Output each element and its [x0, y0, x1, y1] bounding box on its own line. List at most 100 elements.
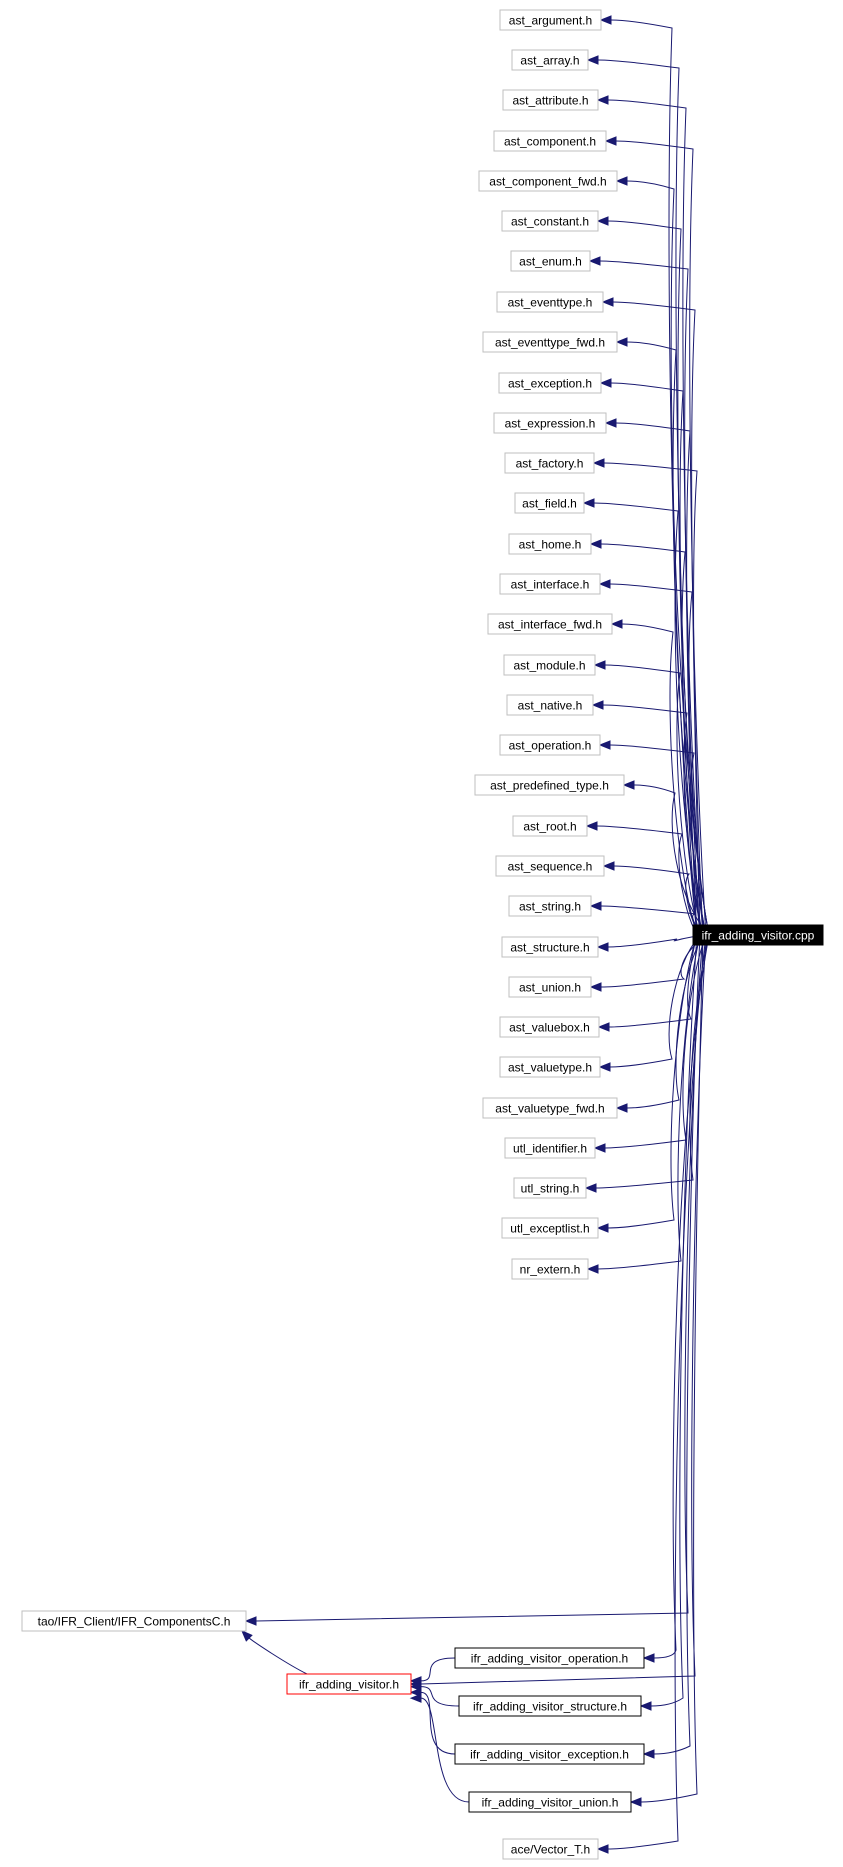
node-h12[interactable]: ast_field.h [514, 492, 585, 514]
edge-root-to-vec [607, 934, 707, 1850]
edge-st-to-visitor [420, 1686, 460, 1707]
node-box [502, 1838, 599, 1860]
arrow-head [604, 136, 617, 146]
arrow-head [596, 1844, 609, 1854]
node-label: ast_component_fwd.h [489, 175, 606, 189]
node-h8[interactable]: ast_eventtype_fwd.h [482, 331, 618, 353]
node-h3[interactable]: ast_component.h [493, 130, 607, 152]
node-h6[interactable]: ast_enum.h [510, 250, 591, 272]
node-un[interactable]: ifr_adding_visitor_union.h [468, 1791, 632, 1813]
node-label: ast_structure.h [510, 941, 589, 955]
arrow-head [596, 1223, 609, 1233]
arrow-head [596, 95, 609, 105]
arrow-head [589, 539, 602, 549]
arrow-head [409, 1687, 422, 1698]
edge-root-to-op [653, 934, 710, 1659]
node-box [511, 49, 589, 71]
node-h21[interactable]: ast_sequence.h [495, 855, 605, 877]
node-h5[interactable]: ast_constant.h [501, 210, 599, 232]
node-label: ifr_adding_visitor_operation.h [471, 1652, 628, 1666]
node-box [499, 1016, 600, 1038]
arrow-head [585, 821, 598, 831]
arrow-head [589, 901, 602, 911]
edge-root-to-h17 [602, 704, 704, 936]
edge-root-to-h2 [607, 99, 704, 936]
node-h15[interactable]: ast_interface_fwd.h [487, 613, 613, 635]
edge-root-to-h25 [608, 934, 698, 1028]
node-box [493, 412, 607, 434]
node-h24[interactable]: ast_union.h [508, 976, 592, 998]
arrow-head [598, 740, 611, 750]
node-h30[interactable]: utl_exceptlist.h [501, 1217, 599, 1239]
node-label: ifr_adding_visitor_union.h [482, 1796, 619, 1810]
node-h1[interactable]: ast_array.h [511, 49, 589, 71]
node-h25[interactable]: ast_valuebox.h [499, 1016, 600, 1038]
edge-root-to-h14 [609, 583, 710, 936]
arrow-head [615, 337, 628, 347]
node-label: ast_attribute.h [512, 94, 588, 108]
arrow-head [409, 1693, 422, 1703]
node-label: ast_expression.h [505, 417, 596, 431]
node-label: ast_union.h [519, 981, 581, 995]
node-box [506, 694, 594, 716]
node-h0[interactable]: ast_argument.h [499, 9, 602, 31]
node-box [286, 1673, 412, 1695]
node-vec[interactable]: ace/Vector_T.h [502, 1838, 599, 1860]
arrow-head [598, 579, 611, 589]
node-label: ifr_adding_visitor.h [299, 1678, 399, 1692]
node-box [511, 1258, 589, 1280]
node-label: tao/IFR_Client/IFR_ComponentsC.h [38, 1615, 231, 1629]
node-label: ast_constant.h [511, 215, 589, 229]
node-box [508, 533, 592, 555]
edge-un-to-visitor [420, 1697, 470, 1803]
node-h19[interactable]: ast_predefined_type.h [474, 774, 625, 796]
arrow-head [592, 458, 605, 468]
arrow-head [593, 1143, 606, 1153]
arrow-head [642, 1653, 655, 1663]
edges-layer [241, 15, 710, 1854]
node-h22[interactable]: ast_string.h [508, 895, 592, 917]
node-h23[interactable]: ast_structure.h [501, 936, 599, 958]
node-box [508, 976, 592, 998]
node-op[interactable]: ifr_adding_visitor_operation.h [454, 1647, 645, 1669]
arrow-head [639, 1701, 652, 1711]
node-h26[interactable]: ast_valuetype.h [499, 1056, 601, 1078]
arrow-head [586, 1264, 599, 1274]
node-label: ast_interface_fwd.h [498, 618, 602, 632]
node-h10[interactable]: ast_expression.h [493, 412, 607, 434]
node-h18[interactable]: ast_operation.h [499, 734, 601, 756]
edge-root-to-h19 [633, 784, 710, 936]
node-h31[interactable]: nr_extern.h [511, 1258, 589, 1280]
node-box [496, 291, 604, 313]
node-h11[interactable]: ast_factory.h [504, 452, 595, 474]
node-box [499, 573, 601, 595]
node-st[interactable]: ifr_adding_visitor_structure.h [458, 1695, 642, 1717]
node-h13[interactable]: ast_home.h [508, 533, 592, 555]
edge-root-to-ex [653, 934, 701, 1755]
arrow-head [589, 982, 602, 992]
node-box [501, 936, 599, 958]
node-box [514, 492, 585, 514]
node-comp[interactable]: tao/IFR_Client/IFR_ComponentsC.h [21, 1610, 247, 1632]
node-h14[interactable]: ast_interface.h [499, 573, 601, 595]
node-h28[interactable]: utl_identifier.h [504, 1137, 596, 1159]
node-h7[interactable]: ast_eventtype.h [496, 291, 604, 313]
node-label: ast_eventtype_fwd.h [495, 336, 605, 350]
node-h9[interactable]: ast_exception.h [498, 372, 602, 394]
node-label: utl_string.h [521, 1182, 580, 1196]
node-h20[interactable]: ast_root.h [512, 815, 588, 837]
node-visitor[interactable]: ifr_adding_visitor.h [286, 1673, 412, 1695]
node-label: ast_field.h [522, 497, 577, 511]
node-root[interactable]: ifr_adding_visitor.cpp [692, 924, 824, 946]
node-h4[interactable]: ast_component_fwd.h [478, 170, 618, 192]
node-h29[interactable]: utl_string.h [513, 1177, 587, 1199]
node-label: ast_exception.h [508, 377, 592, 391]
arrow-head [596, 942, 609, 952]
arrow-head [596, 216, 609, 226]
edge-root-to-h11 [603, 462, 701, 936]
node-h2[interactable]: ast_attribute.h [502, 89, 599, 111]
node-h16[interactable]: ast_module.h [503, 654, 596, 676]
node-ex[interactable]: ifr_adding_visitor_exception.h [454, 1743, 645, 1765]
node-h17[interactable]: ast_native.h [506, 694, 594, 716]
node-h27[interactable]: ast_valuetype_fwd.h [482, 1097, 618, 1119]
